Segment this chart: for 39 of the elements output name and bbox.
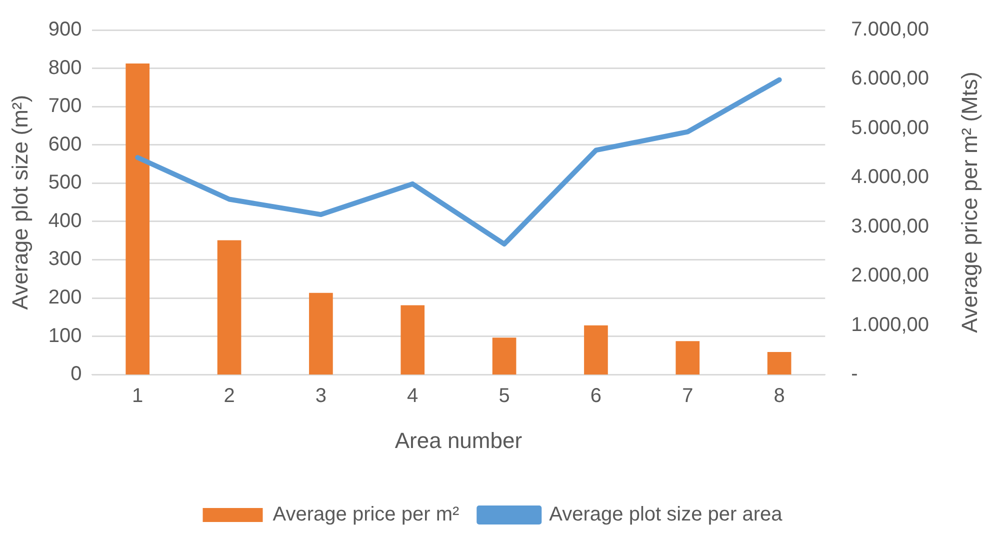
bar bbox=[492, 338, 516, 375]
y2-tick-label: 6.000,00 bbox=[851, 68, 930, 90]
y2-tick-label: 5.000,00 bbox=[851, 116, 930, 139]
bar bbox=[767, 352, 792, 375]
bar bbox=[676, 341, 700, 375]
x-tick-label: 5 bbox=[498, 385, 510, 408]
bar bbox=[400, 305, 425, 375]
x-tick-label: 7 bbox=[682, 385, 694, 408]
y-tick-label: 300 bbox=[48, 248, 82, 270]
bar bbox=[126, 63, 150, 375]
bar bbox=[309, 292, 333, 375]
x-tick-label: 2 bbox=[224, 385, 235, 408]
y2-axis-title: Average price per m² (Mts) bbox=[957, 72, 982, 333]
y2-tick-label: 3.000,00 bbox=[851, 215, 930, 238]
y-tick-label: 800 bbox=[48, 56, 82, 79]
y2-tick-label: 1.000,00 bbox=[851, 314, 930, 336]
x-tick-label: 1 bbox=[132, 385, 144, 408]
y2-tick-label: 7.000,00 bbox=[851, 18, 930, 41]
y-tick-label: 600 bbox=[48, 133, 82, 156]
y-tick-label: 700 bbox=[48, 95, 82, 118]
y2-tick-label: - bbox=[851, 363, 858, 386]
legend-label: Average price per m² bbox=[272, 504, 460, 526]
bar bbox=[217, 240, 242, 375]
x-axis-title: Area number bbox=[394, 428, 522, 453]
y-tick-label: 100 bbox=[48, 324, 82, 347]
y-tick-label: 0 bbox=[70, 363, 82, 386]
y-axis-title: Average plot size (m²) bbox=[7, 94, 32, 310]
y2-tick-label: 2.000,00 bbox=[851, 264, 930, 287]
legend-label: Average plot size per area bbox=[549, 504, 784, 526]
y2-tick-label: 4.000,00 bbox=[851, 166, 930, 188]
bar bbox=[584, 325, 608, 375]
y-tick-label: 900 bbox=[48, 18, 82, 41]
x-tick-label: 6 bbox=[590, 385, 602, 408]
x-tick-label: 3 bbox=[315, 385, 327, 408]
y-tick-label: 200 bbox=[48, 286, 82, 309]
y-tick-label: 500 bbox=[48, 172, 82, 194]
x-tick-label: 8 bbox=[774, 385, 785, 408]
x-tick-label: 4 bbox=[407, 385, 418, 408]
y-tick-label: 400 bbox=[48, 210, 82, 232]
